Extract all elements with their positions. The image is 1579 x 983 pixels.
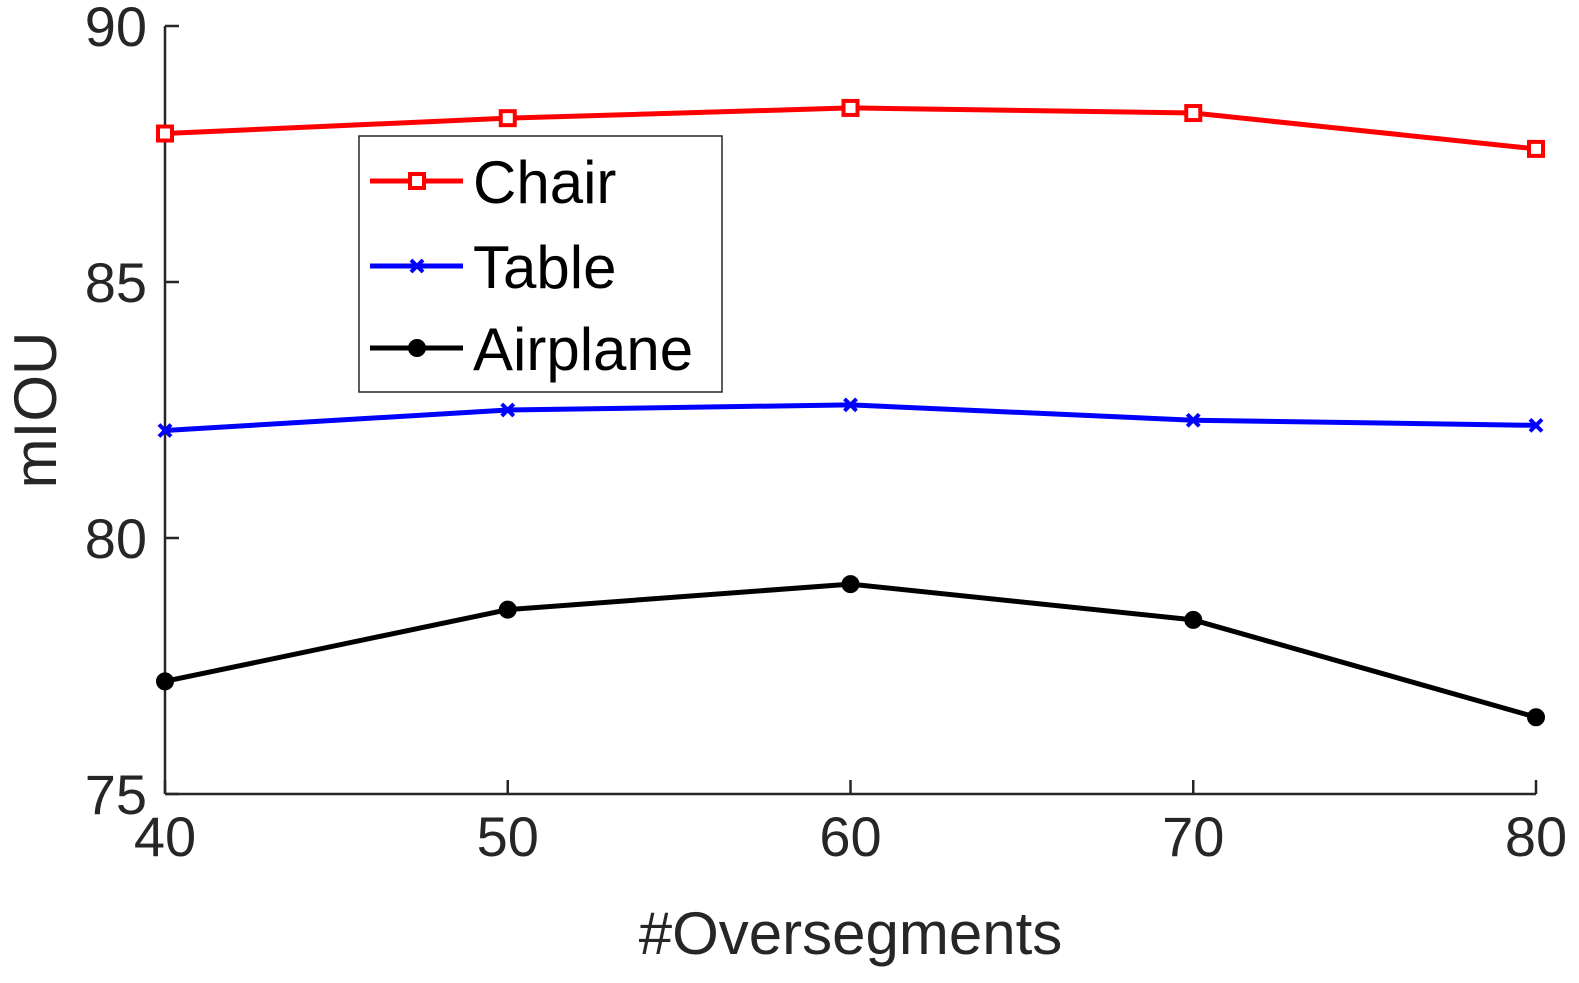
series-layer [156, 98, 1545, 727]
x-tick-label: 80 [1505, 805, 1567, 868]
series-table [157, 397, 1544, 438]
airplane-point [498, 600, 517, 619]
series-chair [156, 98, 1545, 158]
legend-marker-table [409, 258, 425, 274]
y-tick-label: 85 [85, 251, 147, 314]
legend-item-chair: Chair [370, 149, 616, 216]
airplane-point [841, 575, 860, 594]
chair-point [498, 109, 517, 128]
legend-label-airplane: Airplane [473, 316, 693, 383]
table-point [843, 397, 858, 413]
legend: Chair Table Airplane [358, 135, 723, 393]
legend-item-table: Table [370, 234, 616, 301]
y-tick-label: 90 [85, 0, 147, 58]
airplane-point [156, 672, 174, 691]
axes: 40 50 60 70 80 75 80 85 90 #Oversegments mIOU [2, 0, 1567, 967]
series-airplane [156, 575, 1545, 727]
table-point [500, 402, 516, 418]
table-line [164, 402, 1537, 433]
x-tick-label: 60 [819, 805, 881, 868]
x-tick-label: 40 [134, 805, 196, 868]
legend-marker-airplane [408, 339, 426, 357]
table-point [157, 423, 173, 438]
chair-point [1184, 104, 1203, 123]
legend-item-airplane: Airplane [370, 316, 693, 383]
airplane-point [1184, 610, 1203, 629]
x-axis-title: #Oversegments [639, 900, 1063, 967]
chair-point [1527, 139, 1545, 158]
x-tick-label: 50 [477, 805, 539, 868]
airplane-point [1527, 708, 1545, 727]
x-tick-label: 70 [1162, 805, 1224, 868]
y-tick-label: 80 [85, 507, 147, 570]
legend-marker-chair [408, 172, 426, 190]
table-point [1185, 412, 1201, 428]
airplane-line [164, 581, 1537, 720]
y-tick-label: 75 [85, 763, 147, 826]
chair-point [841, 98, 860, 117]
legend-label-table: Table [473, 234, 616, 301]
table-point [1528, 417, 1544, 433]
legend-label-chair: Chair [473, 149, 616, 216]
chair-point [156, 124, 174, 143]
y-axis-title: mIOU [2, 332, 69, 489]
